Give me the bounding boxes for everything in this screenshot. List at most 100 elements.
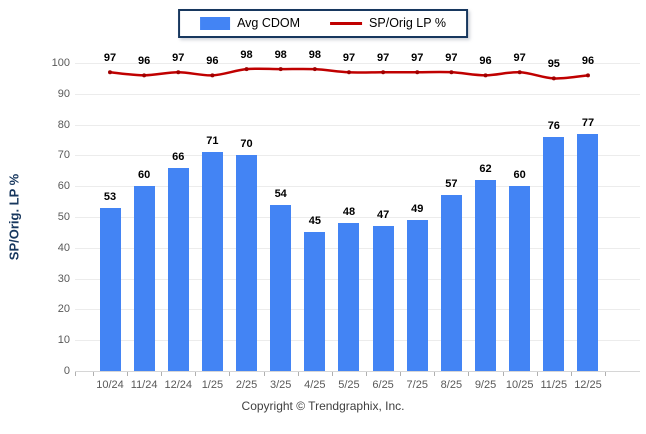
bar — [475, 180, 497, 371]
line-marker — [176, 70, 181, 75]
bar-swatch-icon — [200, 17, 231, 30]
bar-value-label: 47 — [376, 209, 390, 222]
tick-mark — [195, 372, 197, 376]
bar-value-label: 62 — [479, 163, 492, 176]
x-tick-label: 11/25 — [540, 379, 568, 391]
tick-mark — [605, 372, 607, 376]
x-tick-label: 2/25 — [235, 379, 258, 391]
tick-mark — [536, 372, 538, 376]
line-point-label: 98 — [240, 49, 253, 62]
line-marker — [415, 70, 420, 75]
line-marker — [244, 67, 249, 72]
legend-label: SP/Orig LP % — [369, 16, 446, 31]
line-point-label: 98 — [274, 49, 287, 62]
bar-value-label: 71 — [206, 135, 219, 148]
bar — [543, 136, 565, 371]
line-point-label: 98 — [308, 49, 321, 62]
tick-mark — [263, 372, 265, 376]
bar — [236, 155, 258, 371]
line-point-label: 97 — [103, 52, 117, 65]
legend-item-sp-orig-lp: SP/Orig LP % — [330, 17, 446, 30]
bar-value-label: 54 — [274, 187, 287, 200]
line-marker — [551, 76, 556, 81]
legend-label: Avg CDOM — [237, 16, 301, 31]
x-tick-label: 10/24 — [96, 379, 124, 391]
line-point-label: 97 — [342, 52, 356, 65]
line-marker — [585, 73, 590, 78]
tick-mark — [127, 372, 129, 376]
copyright-text: Copyright © Trendgraphix, Inc. — [241, 399, 405, 413]
tick-mark — [502, 372, 504, 376]
bar-value-label: 76 — [547, 119, 560, 132]
bar — [372, 226, 394, 371]
line-marker — [210, 73, 215, 78]
line-marker — [278, 67, 283, 72]
x-tick-label: 8/25 — [440, 379, 463, 391]
bar-value-label: 53 — [103, 190, 117, 203]
y-tick-label: 0 — [63, 365, 70, 377]
y-tick-label: 20 — [57, 303, 70, 316]
bar-value-label: 60 — [513, 169, 526, 182]
line-point-label: 96 — [581, 55, 595, 68]
bar-value-label: 57 — [445, 178, 458, 191]
bar — [577, 133, 599, 371]
line-point-label: 97 — [513, 52, 526, 65]
bar-value-label: 70 — [240, 138, 253, 151]
x-tick-label: 3/25 — [269, 379, 292, 391]
bar — [304, 232, 326, 371]
gridline — [75, 93, 640, 95]
y-tick-label: 70 — [57, 149, 70, 162]
legend-item-avg-cdom: Avg CDOM — [200, 17, 300, 30]
tick-mark — [400, 372, 402, 376]
line-marker — [381, 70, 386, 75]
tick-mark — [75, 372, 76, 376]
gridline — [75, 155, 640, 157]
x-tick-label: 12/25 — [574, 379, 602, 391]
bar — [270, 204, 292, 371]
tick-mark — [366, 372, 368, 376]
x-tick-label: 4/25 — [304, 379, 326, 391]
bar-value-label: 45 — [308, 215, 321, 228]
line-marker — [483, 73, 488, 78]
tick-mark — [229, 372, 231, 376]
line-point-label: 97 — [376, 52, 390, 65]
line-marker — [517, 70, 522, 75]
y-tick-label: 60 — [57, 180, 70, 193]
tick-mark — [331, 372, 333, 376]
line-marker — [108, 70, 112, 75]
line-marker — [142, 73, 147, 78]
tick-mark — [434, 372, 436, 376]
y-tick-label: 90 — [57, 87, 70, 100]
line-point-label: 96 — [138, 55, 151, 68]
x-tick-label: 6/25 — [372, 379, 394, 391]
line-marker — [346, 70, 351, 75]
line-point-label: 96 — [206, 55, 219, 68]
gridline — [75, 217, 640, 218]
x-tick-label: 10/25 — [505, 379, 534, 391]
y-tick-label: 40 — [57, 241, 70, 254]
bar — [338, 223, 360, 371]
bar — [201, 152, 223, 371]
bar-value-label: 66 — [172, 150, 185, 163]
gridline — [75, 124, 640, 126]
gridline — [75, 63, 640, 64]
bar — [167, 167, 189, 371]
line-point-label: 95 — [547, 58, 560, 71]
bar-value-label: 48 — [342, 206, 356, 219]
bar-value-label: 49 — [411, 203, 424, 216]
bar — [509, 186, 531, 371]
y-tick-label: 30 — [57, 272, 70, 285]
y-tick-label: 50 — [57, 211, 70, 223]
y-tick-label: 100 — [51, 57, 70, 69]
bar — [440, 195, 462, 371]
bar — [99, 207, 121, 371]
line-point-label: 97 — [411, 52, 424, 65]
bar — [406, 220, 428, 371]
x-axis-line — [75, 371, 640, 372]
tick-mark — [161, 372, 163, 376]
bar — [133, 186, 155, 371]
x-tick-label: 5/25 — [338, 379, 360, 391]
y-tick-label: 80 — [57, 118, 70, 131]
